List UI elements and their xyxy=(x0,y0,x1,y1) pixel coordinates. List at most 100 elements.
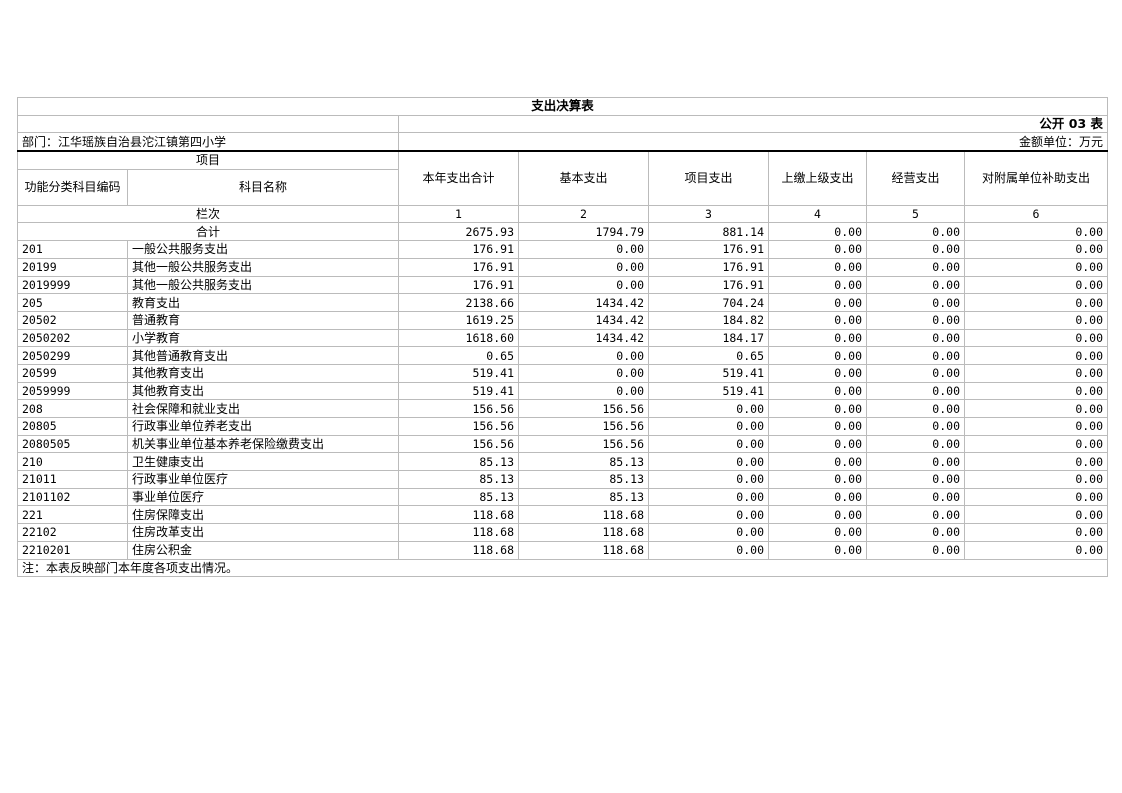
row-value: 0.00 xyxy=(518,346,649,365)
row-value: 0.00 xyxy=(866,275,965,295)
row-code: 20599 xyxy=(17,363,128,383)
row-value: 0.00 xyxy=(518,257,649,277)
total-value: 0.00 xyxy=(768,222,867,242)
row-value: 156.56 xyxy=(518,399,649,418)
row-value: 0.00 xyxy=(768,381,867,401)
row-name: 事业单位医疗 xyxy=(127,487,399,507)
row-value: 85.13 xyxy=(518,452,649,472)
row-name: 普通教育 xyxy=(127,310,399,330)
row-name: 机关事业单位基本养老保险缴费支出 xyxy=(127,434,399,454)
table-row: 2019999 其他一般公共服务支出 176.91 0.00 176.91 0.00 0.0… xyxy=(17,275,1109,295)
row-value: 118.68 xyxy=(518,540,649,560)
row-value: 0.00 xyxy=(963,417,1109,436)
row-value: 1434.42 xyxy=(518,293,649,312)
row-code: 2210201 xyxy=(17,540,128,560)
table-row: 22102 住房改革支出 118.68 118.68 0.00 0.00 0.00 0.00 xyxy=(17,523,1109,542)
row-name: 其他教育支出 xyxy=(127,363,399,383)
row-value: 0.00 xyxy=(518,363,649,383)
table-row: 2210201 住房公积金 118.68 118.68 0.00 0.00 0.00 0.00 xyxy=(17,540,1109,560)
row-value: 0.00 xyxy=(963,310,1109,330)
row-value: 0.00 xyxy=(963,540,1109,560)
row-value: 519.41 xyxy=(648,381,769,401)
header-col-1: 本年支出合计 xyxy=(398,150,519,206)
row-value: 0.00 xyxy=(963,275,1109,295)
header-col-2: 基本支出 xyxy=(518,150,649,206)
row-value: 118.68 xyxy=(518,505,649,525)
row-value: 0.00 xyxy=(648,399,769,418)
row-value: 0.00 xyxy=(866,257,965,277)
row-value: 0.00 xyxy=(963,487,1109,507)
row-value: 176.91 xyxy=(398,257,519,277)
row-value: 0.00 xyxy=(866,470,965,489)
row-value: 0.00 xyxy=(963,470,1109,489)
row-value: 0.00 xyxy=(866,452,965,472)
table-note: 注：本表反映部门本年度各项支出情况。 xyxy=(16,558,1109,578)
row-code: 205 xyxy=(17,293,128,312)
row-name: 教育支出 xyxy=(127,293,399,312)
row-value: 184.17 xyxy=(648,328,769,348)
row-value: 0.00 xyxy=(866,328,965,348)
row-value: 0.00 xyxy=(768,523,867,542)
table-row: 2059999 其他教育支出 519.41 0.00 519.41 0.00 0.00 0.0… xyxy=(17,381,1109,401)
header-col-6: 对附属单位补助支出 xyxy=(963,150,1109,206)
row-name: 小学教育 xyxy=(127,328,399,348)
row-value: 156.56 xyxy=(398,399,519,418)
table-row: 201 一般公共服务支出 176.91 0.00 176.91 0.00 0.00 0.00 xyxy=(17,240,1109,259)
row-value: 0.00 xyxy=(768,275,867,295)
row-value: 118.68 xyxy=(398,505,519,525)
table-row: 2080505 机关事业单位基本养老保险缴费支出 156.56 156.56 0.00 0… xyxy=(17,434,1109,454)
unit-label: 金额单位：万元 xyxy=(397,132,1109,152)
row-value: 0.00 xyxy=(648,470,769,489)
row-value: 0.00 xyxy=(648,434,769,454)
row-name: 其他一般公共服务支出 xyxy=(127,275,399,295)
row-value: 0.00 xyxy=(518,275,649,295)
row-value: 0.00 xyxy=(866,346,965,365)
row-value: 1434.42 xyxy=(518,328,649,348)
row-value: 0.00 xyxy=(866,540,965,560)
row-value: 0.00 xyxy=(768,293,867,312)
row-value: 176.91 xyxy=(648,240,769,259)
total-value: 0.00 xyxy=(963,222,1109,242)
row-value: 85.13 xyxy=(398,487,519,507)
row-value: 0.65 xyxy=(648,346,769,365)
row-value: 0.00 xyxy=(963,381,1109,401)
row-value: 0.00 xyxy=(963,257,1109,277)
row-value: 0.00 xyxy=(768,452,867,472)
row-value: 85.13 xyxy=(518,487,649,507)
row-value: 0.00 xyxy=(648,523,769,542)
row-value: 0.00 xyxy=(866,293,965,312)
header-code: 功能分类科目编码 xyxy=(17,168,128,206)
row-value: 0.00 xyxy=(866,399,965,418)
row-code: 20805 xyxy=(17,417,128,436)
row-value: 0.00 xyxy=(648,487,769,507)
row-value: 156.56 xyxy=(398,434,519,454)
header-project: 项目 xyxy=(17,150,399,170)
table-row: 20599 其他教育支出 519.41 0.00 519.41 0.00 0.00 0.00 xyxy=(17,363,1109,383)
row-value: 0.00 xyxy=(866,381,965,401)
row-value: 0.00 xyxy=(768,417,867,436)
row-value: 85.13 xyxy=(518,470,649,489)
row-value: 85.13 xyxy=(398,470,519,489)
row-value: 176.91 xyxy=(648,275,769,295)
row-value: 0.00 xyxy=(963,399,1109,418)
row-value: 0.00 xyxy=(963,523,1109,542)
table-row: 2050202 小学教育 1618.60 1434.42 184.17 0.00 0.00 0… xyxy=(17,328,1109,348)
table-row: 208 社会保障和就业支出 156.56 156.56 0.00 0.00 0.00 0.00 xyxy=(17,399,1109,418)
row-code: 20199 xyxy=(17,257,128,277)
row-name: 其他普通教育支出 xyxy=(127,346,399,365)
row-name: 社会保障和就业支出 xyxy=(127,399,399,418)
header-name: 科目名称 xyxy=(127,168,399,206)
row-value: 0.00 xyxy=(768,470,867,489)
total-row: 合计 2675.93 1794.79 881.14 0.00 0.00 0.00 xyxy=(17,222,1109,242)
row-value: 1618.60 xyxy=(398,328,519,348)
total-value: 0.00 xyxy=(866,222,965,242)
row-value: 704.24 xyxy=(648,293,769,312)
table-row: 2050299 其他普通教育支出 0.65 0.00 0.65 0.00 0.00 0.00 xyxy=(17,346,1109,365)
row-value: 0.65 xyxy=(398,346,519,365)
row-value: 519.41 xyxy=(398,363,519,383)
row-value: 85.13 xyxy=(398,452,519,472)
row-value: 118.68 xyxy=(398,540,519,560)
lanci-num: 1 xyxy=(398,204,519,224)
row-value: 176.91 xyxy=(648,257,769,277)
table-title: 支出决算表 xyxy=(16,97,1109,116)
